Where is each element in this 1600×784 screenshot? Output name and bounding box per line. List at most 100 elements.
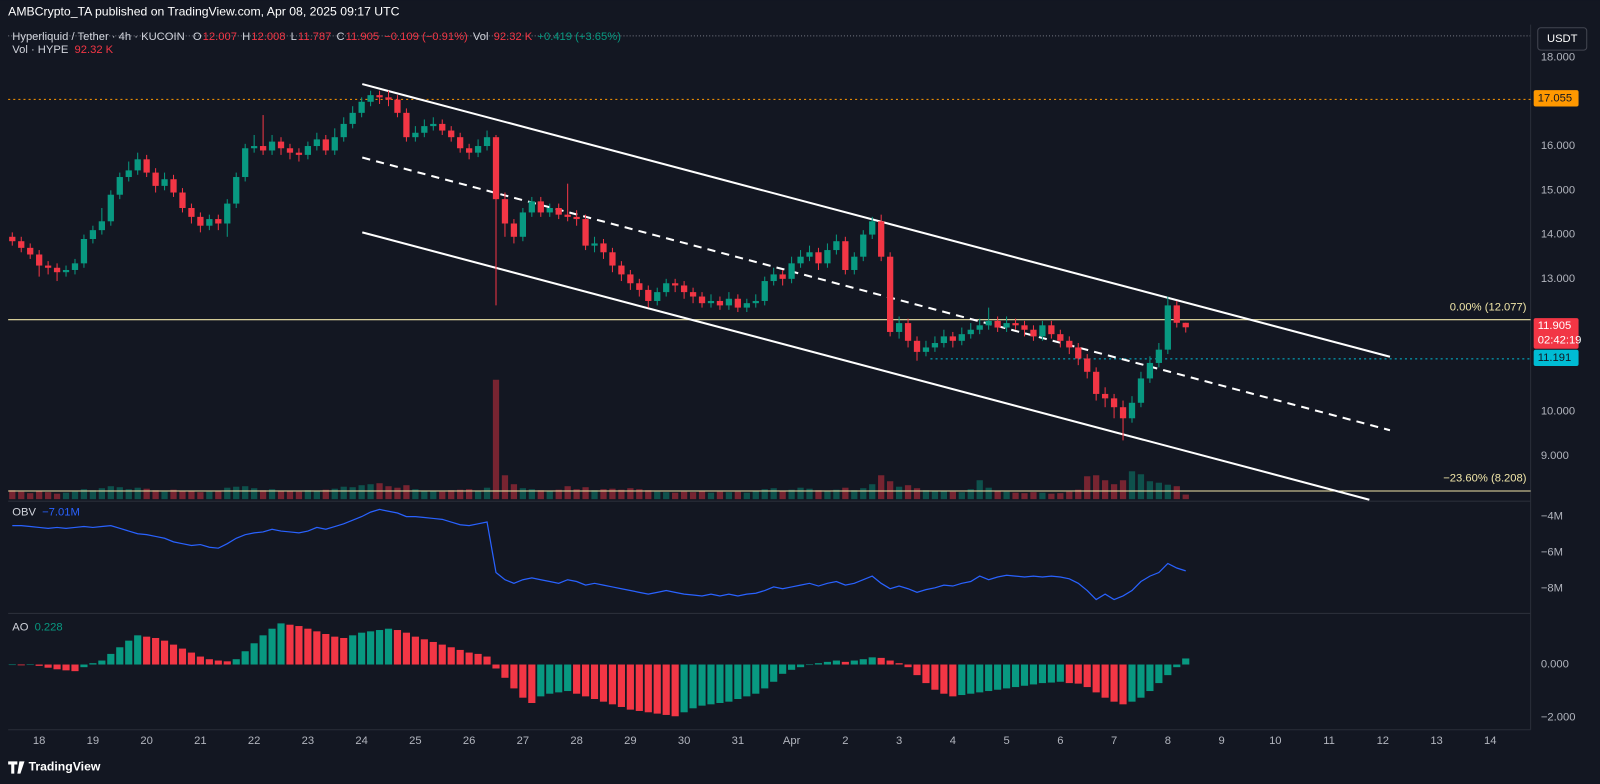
- legend-item: Vol: [473, 31, 489, 43]
- candle-body: [295, 152, 303, 155]
- candle-body: [134, 159, 141, 171]
- candle-body: [1066, 340, 1073, 348]
- candle-body: [734, 298, 741, 308]
- volume-bar: [62, 492, 70, 500]
- candle-body: [483, 137, 491, 147]
- ao-bar: [268, 628, 276, 665]
- ao-bar: [89, 663, 97, 665]
- volume-bar: [1048, 493, 1055, 500]
- candle-body: [591, 243, 598, 246]
- volume-bar: [1039, 492, 1046, 500]
- volume-bar: [483, 487, 491, 500]
- ao-bar: [1029, 664, 1038, 685]
- volume-bar: [116, 487, 123, 500]
- volume-bar: [197, 492, 204, 500]
- volume-bar: [833, 489, 840, 500]
- volume-bar: [618, 489, 625, 500]
- ao-bar: [1047, 664, 1055, 683]
- candle-body: [18, 241, 25, 248]
- ohlc-key: O: [193, 31, 202, 43]
- candle-body: [546, 208, 553, 213]
- ao-bar: [528, 664, 536, 703]
- ao-bar: [940, 664, 948, 694]
- ao-bar: [1011, 664, 1020, 688]
- ao-bar: [375, 630, 384, 665]
- ao-bar: [44, 664, 52, 668]
- volume-bar: [1021, 493, 1028, 500]
- volume-bar: [501, 475, 509, 500]
- volume-bar: [931, 491, 939, 500]
- x-tick-label: 8: [1165, 735, 1171, 747]
- volume-bar: [564, 486, 571, 500]
- ao-bar: [304, 628, 312, 665]
- volume-bar: [985, 487, 992, 500]
- ao-bar: [429, 641, 437, 665]
- volume-bar: [430, 491, 437, 500]
- fib-label: −23.60% (8.208): [1443, 473, 1527, 485]
- volume-bar: [259, 490, 267, 500]
- volume-bar: [1075, 489, 1082, 500]
- ao-bar: [599, 664, 608, 702]
- ao-bar: [1146, 664, 1154, 692]
- volume-bar: [313, 490, 320, 500]
- ao-bar: [35, 664, 43, 666]
- ao-bar: [537, 664, 545, 697]
- volume-bar: [53, 493, 61, 500]
- volume-bar: [492, 379, 500, 500]
- volume-bar: [779, 490, 786, 500]
- price-marker: [1533, 318, 1579, 349]
- publish-info: AMBCrypto_TA published on TradingView.co…: [8, 5, 399, 19]
- ao-bar: [626, 664, 634, 710]
- volume-bar: [161, 491, 168, 500]
- candle-body: [367, 95, 374, 102]
- ao-bar: [886, 660, 894, 665]
- candle-body: [9, 236, 16, 242]
- ao-bar: [331, 636, 339, 665]
- candle-body: [268, 141, 276, 151]
- ohlc-value: 12.007: [203, 31, 237, 43]
- x-tick-label: 28: [570, 735, 582, 747]
- volume-bar: [904, 485, 912, 500]
- volume-bar: [358, 485, 365, 500]
- ohlc-value: 11.905: [346, 31, 379, 43]
- candle-body: [663, 283, 670, 293]
- ohlc-value: 12.008: [251, 31, 285, 43]
- x-tick-label: 14: [1484, 735, 1496, 747]
- ao-bar: [223, 661, 231, 665]
- candle-body: [44, 265, 52, 268]
- candle-body: [680, 285, 688, 293]
- candle-body: [707, 300, 715, 304]
- ao-bar: [1164, 664, 1172, 676]
- ao-bar: [734, 664, 742, 700]
- ao-bar: [169, 644, 178, 665]
- obv-line: [12, 508, 1186, 601]
- price-marker: [1533, 90, 1579, 107]
- ao-bar: [1003, 664, 1011, 689]
- ao-bar: [841, 661, 849, 665]
- candle-body: [743, 303, 750, 308]
- ao-bar: [1110, 664, 1118, 702]
- ao-bar: [832, 660, 840, 665]
- volume-bar: [761, 489, 768, 500]
- y-tick-label: 0.000: [1541, 658, 1569, 670]
- ao-bar: [232, 659, 240, 665]
- x-tick-label: 19: [87, 735, 99, 747]
- ao-bar: [770, 664, 778, 682]
- legend-item: +0.419 (+3.65%): [537, 31, 621, 43]
- volume-bar: [770, 488, 777, 500]
- volume-bar: [627, 488, 634, 500]
- volume-bar: [1164, 484, 1171, 500]
- volume-legend: 92.32 K: [74, 44, 113, 56]
- ao-bar: [859, 659, 867, 665]
- volume-bar: [976, 480, 983, 500]
- ao-bar: [349, 635, 357, 665]
- currency-button[interactable]: [1537, 27, 1588, 51]
- volume-bar: [457, 489, 464, 500]
- volume-bar: [1012, 492, 1019, 500]
- volume-bar: [1003, 491, 1010, 500]
- volume-bar: [869, 484, 876, 500]
- volume-bar: [707, 492, 715, 500]
- x-tick-label: 2: [842, 735, 848, 747]
- ao-bar: [402, 632, 411, 665]
